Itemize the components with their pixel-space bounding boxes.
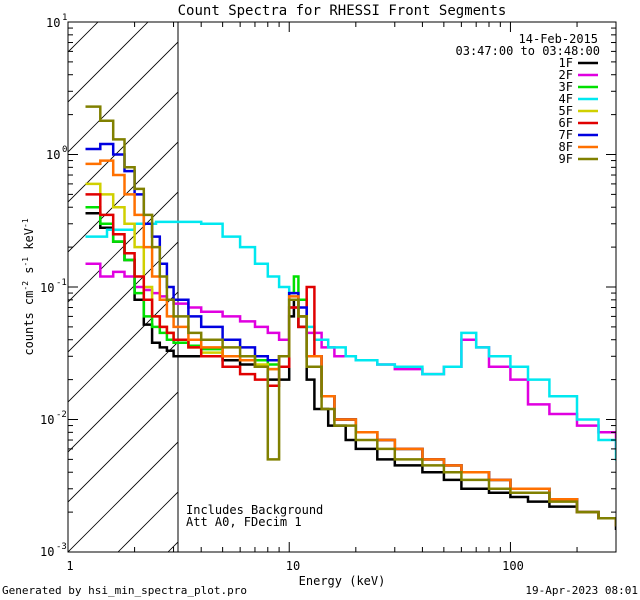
y-tick-label-1e1: 10 1 (46, 13, 67, 30)
date-label: 14-Feb-2015 (519, 32, 598, 46)
legend-label-9F: 9F (559, 152, 573, 166)
y-tick-label-1e-1: 10 -1 (40, 278, 67, 295)
legend-label-3F: 3F (559, 80, 573, 94)
svg-text:counts cm-2 s-1 keV-1: counts cm-2 s-1 keV-1 (21, 218, 36, 355)
legend-label-5F: 5F (559, 104, 573, 118)
annotation-attenuator: Att A0, FDecim 1 (186, 515, 302, 529)
svg-text:-2: -2 (56, 410, 67, 420)
hatched-region (68, 0, 640, 552)
svg-text:-3: -3 (56, 542, 67, 552)
svg-text:1: 1 (62, 13, 67, 23)
axis-ticks (67, 21, 617, 553)
hatch-line (68, 141, 178, 253)
annotation-background: Includes Background (186, 503, 323, 517)
hatch-line (68, 341, 178, 453)
series-line-4F (85, 220, 616, 461)
svg-text:0: 0 (62, 145, 67, 155)
legend-label-7F: 7F (559, 128, 573, 142)
x-tick-label-10: 10 (286, 559, 300, 573)
svg-text:10: 10 (46, 148, 60, 162)
hatch-line (368, 0, 640, 552)
hatch-line (68, 41, 178, 153)
legend-label-4F: 4F (559, 92, 573, 106)
svg-text:-1: -1 (56, 278, 67, 288)
hatch-line (518, 0, 640, 552)
series-line-9F (85, 105, 616, 527)
hatch-line (68, 241, 178, 353)
x-axis-label: Energy (keV) (299, 574, 386, 588)
y-axis-label: counts cm-2 s-1 keV-1 (21, 218, 36, 355)
series-line-8F (85, 159, 616, 527)
footer-timestamp: 19-Apr-2023 08:01 (525, 584, 638, 597)
hatch-line (68, 191, 178, 303)
y-tick-label-1e0: 10 0 (46, 145, 67, 162)
hatch-line (68, 291, 178, 403)
hatch-line (68, 22, 149, 103)
hatch-line (68, 441, 178, 552)
x-tick-label-1: 1 (66, 559, 73, 573)
legend-label-6F: 6F (559, 116, 573, 130)
time-range-label: 03:47:00 to 03:48:00 (456, 44, 601, 58)
svg-text:10: 10 (40, 281, 54, 295)
hatch-line (318, 0, 640, 552)
hatch-line (468, 0, 640, 552)
hatch-line (268, 0, 640, 552)
y-tick-label-1e-3: 10 -3 (40, 542, 67, 559)
series-line-1F (85, 212, 616, 530)
svg-text:10: 10 (46, 16, 60, 30)
legend-label-8F: 8F (559, 140, 573, 154)
hatch-line (618, 0, 640, 552)
series-line-6F (85, 193, 616, 527)
series-group (85, 105, 616, 530)
svg-text:10: 10 (40, 545, 54, 559)
legend-label-2F: 2F (559, 68, 573, 82)
x-tick-label-100: 100 (502, 559, 524, 573)
svg-text:10: 10 (40, 413, 54, 427)
chart-title: Count Spectra for RHESSI Front Segments (178, 3, 507, 19)
y-tick-label-1e-2: 10 -2 (40, 410, 67, 427)
hatch-line (218, 0, 640, 552)
hatch-line (68, 391, 178, 503)
hatch-line (418, 0, 640, 552)
legend-label-1F: 1F (559, 56, 573, 70)
footer-generated-by: Generated by hsi_min_spectra_plot.pro (2, 584, 247, 597)
hatch-line (568, 0, 640, 552)
